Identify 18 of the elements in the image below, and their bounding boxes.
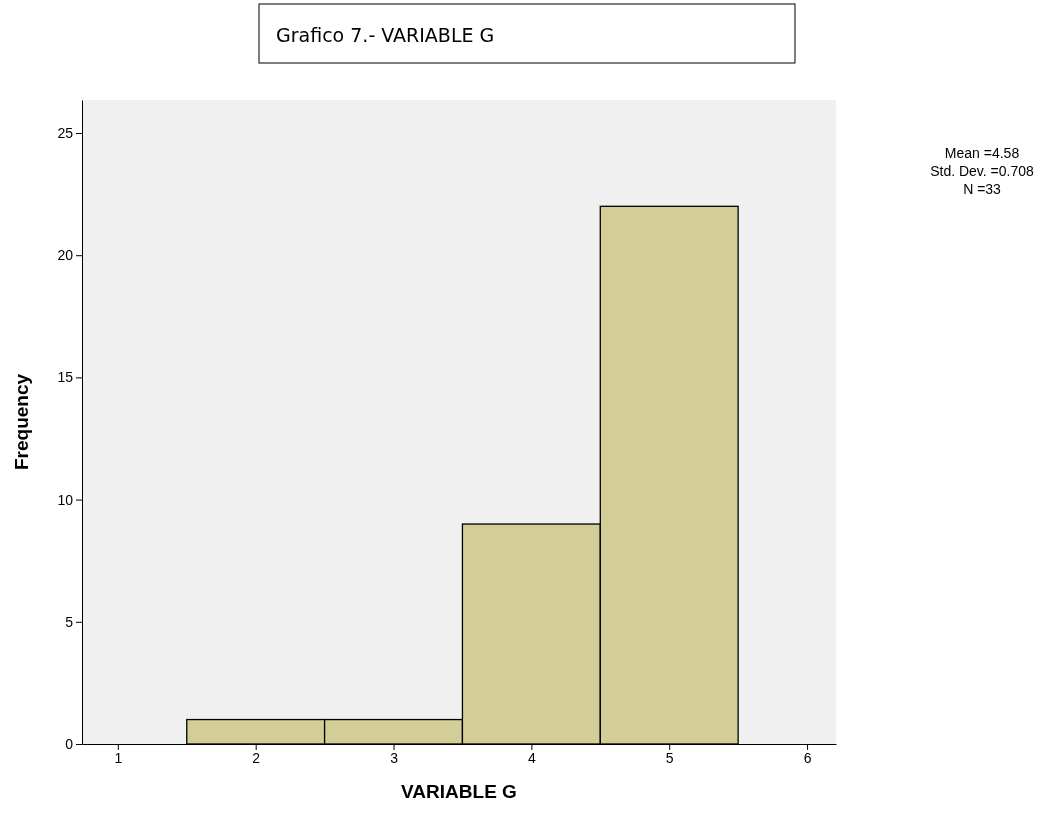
x-tick-label: 2 <box>252 749 261 766</box>
y-tick-label: 20 <box>57 247 74 264</box>
text: N =33 <box>963 181 1002 197</box>
y-tick-label: 5 <box>65 613 74 630</box>
y-axis-title: Frequency <box>11 373 32 471</box>
y-tick-label: 25 <box>57 124 74 141</box>
x-axis-title: VARIABLE G <box>401 781 517 802</box>
x-tick-label: 6 <box>803 749 812 766</box>
x-tick-label: 1 <box>114 749 123 766</box>
chart-title: Grafico 7.- VARIABLE G <box>276 24 495 46</box>
x-tick-label: 4 <box>527 749 536 766</box>
x-tick-label: 3 <box>390 749 399 766</box>
x-tick-label: 5 <box>665 749 674 766</box>
text: Std. Dev. =0.708 <box>930 163 1035 179</box>
text: Mean =4.58 <box>944 145 1020 161</box>
y-tick-label: 10 <box>57 491 74 508</box>
y-tick-label: 15 <box>57 369 74 386</box>
y-tick-label: 0 <box>65 735 74 752</box>
